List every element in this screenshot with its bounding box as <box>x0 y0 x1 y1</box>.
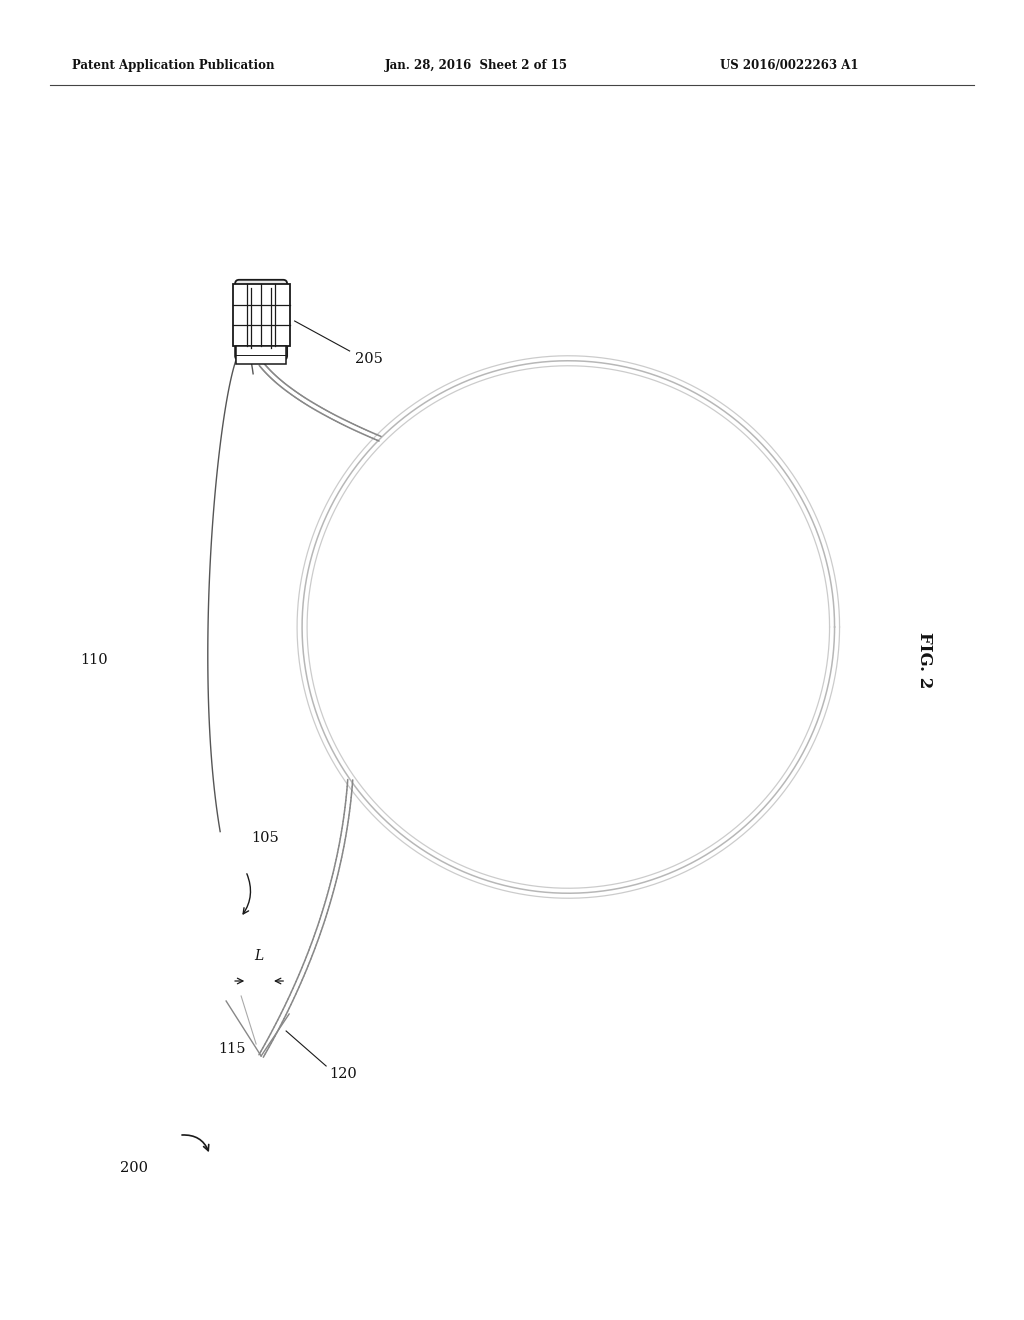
Text: L: L <box>255 949 264 964</box>
Text: 200: 200 <box>121 1162 148 1175</box>
Text: 120: 120 <box>329 1067 357 1081</box>
Text: FIG. 2: FIG. 2 <box>915 632 933 688</box>
Text: US 2016/0022263 A1: US 2016/0022263 A1 <box>720 58 858 71</box>
Bar <box>232 284 290 346</box>
Text: Patent Application Publication: Patent Application Publication <box>72 58 274 71</box>
Text: 105: 105 <box>251 832 279 845</box>
Text: 115: 115 <box>218 1043 246 1056</box>
Text: Jan. 28, 2016  Sheet 2 of 15: Jan. 28, 2016 Sheet 2 of 15 <box>385 58 568 71</box>
FancyBboxPatch shape <box>236 280 287 360</box>
Text: 205: 205 <box>354 352 383 366</box>
Bar <box>237 346 286 364</box>
Text: 110: 110 <box>80 653 108 667</box>
